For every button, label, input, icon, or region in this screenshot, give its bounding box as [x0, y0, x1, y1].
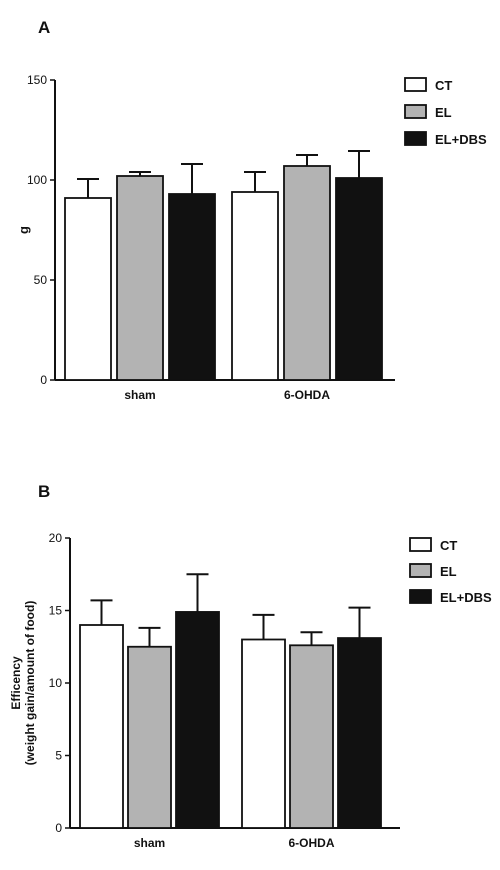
legend-swatch [404, 77, 427, 92]
bar-el-dbs [175, 611, 220, 829]
x-category-label: sham [134, 836, 165, 850]
legend-label: EL+DBS [435, 132, 487, 147]
legend-swatch [404, 131, 427, 146]
chart-b-svg: 0 5 10 15 20 Efficency (weight gain/amount of … [9, 531, 492, 850]
bar-el-dbs [337, 637, 382, 829]
y-tick-label: 0 [55, 821, 62, 835]
y-axis-label-line: Efficency [9, 656, 23, 710]
y-axis-label-line: (weight gain/amount of food) [23, 601, 37, 766]
bar-ct [241, 638, 286, 829]
chart-a-svg: 0 50 100 150 g sham 6-OHDA CT EL EL+DBS [16, 73, 487, 402]
y-tick-label: 5 [55, 749, 62, 763]
legend-label: EL+DBS [440, 590, 492, 605]
legend-label: CT [435, 78, 452, 93]
y-tick-label: 100 [27, 173, 47, 187]
x-category-label: 6-OHDA [288, 836, 334, 850]
y-tick-label: 10 [49, 676, 63, 690]
chart-panel-a: A 0 50 100 150 g sham 6-OHDA CT EL EL+DBS [0, 0, 500, 430]
panel-label-a: A [38, 18, 51, 37]
bar-el-dbs [168, 193, 216, 381]
legend-swatch [409, 589, 432, 604]
chart-panel-b: B 0 5 10 15 20 Efficency (weight gain/amount o… [0, 470, 500, 870]
bar-el [283, 165, 331, 381]
legend-label: EL [440, 564, 457, 579]
bar-ct [64, 197, 112, 381]
y-tick-label: 50 [34, 273, 48, 287]
x-category-label: 6-OHDA [284, 388, 330, 402]
legend-swatch [409, 563, 432, 578]
bar-el [116, 175, 164, 381]
y-tick-label: 0 [40, 373, 47, 387]
y-tick-label: 20 [49, 531, 63, 545]
bar-el [127, 645, 172, 829]
legend-label: CT [440, 538, 457, 553]
y-axis-label: g [16, 226, 31, 234]
x-category-label: sham [124, 388, 155, 402]
bar-ct [79, 624, 124, 829]
legend-label: EL [435, 105, 452, 120]
bar-ct [231, 191, 279, 381]
legend-swatch [409, 537, 432, 552]
panel-label-b: B [38, 482, 51, 501]
y-tick-label: 150 [27, 73, 47, 87]
legend-swatch [404, 104, 427, 119]
y-tick-label: 15 [49, 604, 63, 618]
bar-el-dbs [335, 177, 383, 381]
bar-el [289, 644, 334, 829]
